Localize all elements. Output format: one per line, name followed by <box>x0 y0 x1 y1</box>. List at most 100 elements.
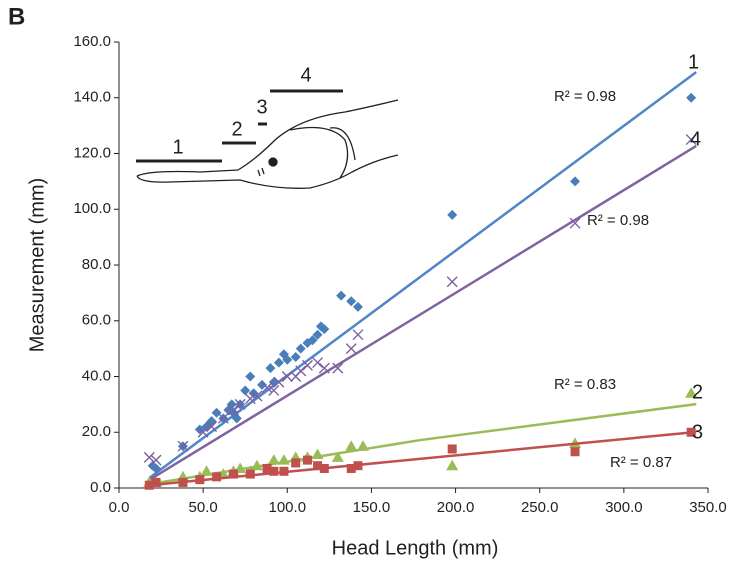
x-tick-label: 200.0 <box>437 499 475 516</box>
point <box>273 357 284 368</box>
point <box>446 276 458 288</box>
fish-eye <box>268 157 278 167</box>
fish-outline <box>136 154 399 189</box>
point <box>228 469 238 479</box>
series-label: 4 <box>690 128 701 150</box>
y-tick-label: 140.0 <box>73 89 111 106</box>
r2-annotation: R² = 0.98 <box>554 88 616 105</box>
x-axis-title: Head Length (mm) <box>332 537 499 559</box>
inset-label: 2 <box>231 118 242 140</box>
panel-label: B <box>8 3 25 30</box>
point <box>217 412 229 424</box>
point <box>352 329 364 341</box>
point <box>273 376 285 388</box>
trendline <box>148 144 697 481</box>
point <box>282 354 293 365</box>
inset-label: 3 <box>256 96 267 118</box>
point <box>245 469 255 479</box>
r2-annotation: R² = 0.83 <box>554 376 616 393</box>
point <box>195 475 205 485</box>
point <box>197 426 209 438</box>
point <box>150 454 162 466</box>
point <box>301 359 313 371</box>
point <box>302 455 312 465</box>
trendline <box>149 430 697 487</box>
fish-gill <box>329 127 356 161</box>
x-tick-label: 50.0 <box>189 499 218 516</box>
point <box>245 371 256 382</box>
y-axis-title: Measurement (mm) <box>26 178 48 352</box>
point <box>151 477 161 487</box>
point <box>269 466 279 476</box>
point <box>345 440 358 451</box>
point <box>311 448 324 460</box>
y-tick-label: 60.0 <box>82 312 111 329</box>
point <box>685 387 698 398</box>
inset-label: 1 <box>172 136 183 158</box>
y-tick-label: 80.0 <box>82 256 111 273</box>
point <box>352 301 363 312</box>
point <box>144 480 154 490</box>
point <box>206 421 218 433</box>
y-tick-label: 160.0 <box>73 33 111 50</box>
y-tick-label: 120.0 <box>73 144 111 161</box>
point <box>244 393 256 405</box>
point <box>295 365 307 377</box>
fish-gill <box>289 126 349 179</box>
point <box>279 466 289 476</box>
point <box>234 398 246 410</box>
inset-label: 4 <box>300 64 311 86</box>
point <box>251 390 263 402</box>
point <box>281 371 293 382</box>
point <box>200 465 213 476</box>
series-label: 2 <box>692 381 703 403</box>
point <box>313 461 323 471</box>
point <box>685 134 697 146</box>
point <box>231 413 242 424</box>
y-tick-label: 20.0 <box>82 423 111 440</box>
r2-annotation: R² = 0.87 <box>610 454 672 471</box>
x-tick-label: 0.0 <box>109 499 130 516</box>
x-tick-label: 150.0 <box>353 499 391 516</box>
point <box>212 472 222 482</box>
point <box>686 427 696 437</box>
point <box>570 447 580 457</box>
point <box>447 209 458 220</box>
point <box>227 404 239 416</box>
point <box>332 362 344 374</box>
point <box>318 362 330 374</box>
point <box>346 463 356 473</box>
point <box>295 343 306 354</box>
point <box>312 329 323 340</box>
point <box>447 444 457 454</box>
point <box>307 335 318 346</box>
point <box>265 363 276 374</box>
point <box>570 176 581 187</box>
point <box>312 357 324 369</box>
series-label: 3 <box>692 421 703 443</box>
point <box>345 343 357 355</box>
point <box>353 461 363 471</box>
point <box>262 463 272 473</box>
point <box>346 296 357 307</box>
point <box>261 382 273 394</box>
point <box>446 459 459 471</box>
x-tick-label: 100.0 <box>269 499 307 516</box>
point <box>178 477 188 487</box>
y-tick-label: 100.0 <box>73 200 111 217</box>
fish-detail <box>257 167 265 177</box>
x-tick-label: 300.0 <box>605 499 643 516</box>
point <box>250 459 263 471</box>
point <box>226 399 237 410</box>
point <box>177 440 189 452</box>
point <box>291 458 301 468</box>
point <box>257 379 268 390</box>
point <box>268 384 280 396</box>
point <box>357 440 370 451</box>
y-tick-label: 40.0 <box>82 367 111 384</box>
y-tick-label: 0.0 <box>90 479 111 496</box>
point <box>569 217 581 229</box>
fish-outline <box>136 99 399 177</box>
point <box>240 385 251 396</box>
